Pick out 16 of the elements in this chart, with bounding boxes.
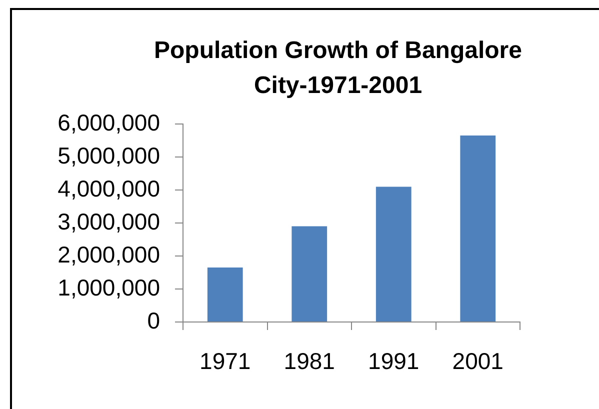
y-tick-label: 2,000,000	[58, 241, 160, 268]
bar	[207, 268, 243, 322]
y-tick-label: 1,000,000	[58, 274, 160, 300]
bar	[292, 226, 328, 322]
bar	[460, 136, 496, 322]
y-tick-label: 0	[147, 307, 160, 334]
chart-title: Population Growth of Bangalore City-1971-2001	[153, 36, 523, 101]
x-tick-label: 1981	[284, 348, 335, 374]
y-tick-label: 6,000,000	[58, 109, 160, 136]
y-tick-label: 5,000,000	[58, 142, 160, 168]
x-tick-label: 1991	[368, 348, 420, 374]
x-tick-label: 2001	[452, 348, 504, 374]
y-tick-label: 3,000,000	[58, 208, 160, 234]
x-tick-label: 1971	[200, 348, 251, 374]
bar	[376, 186, 412, 322]
y-tick-label: 4,000,000	[58, 175, 160, 202]
